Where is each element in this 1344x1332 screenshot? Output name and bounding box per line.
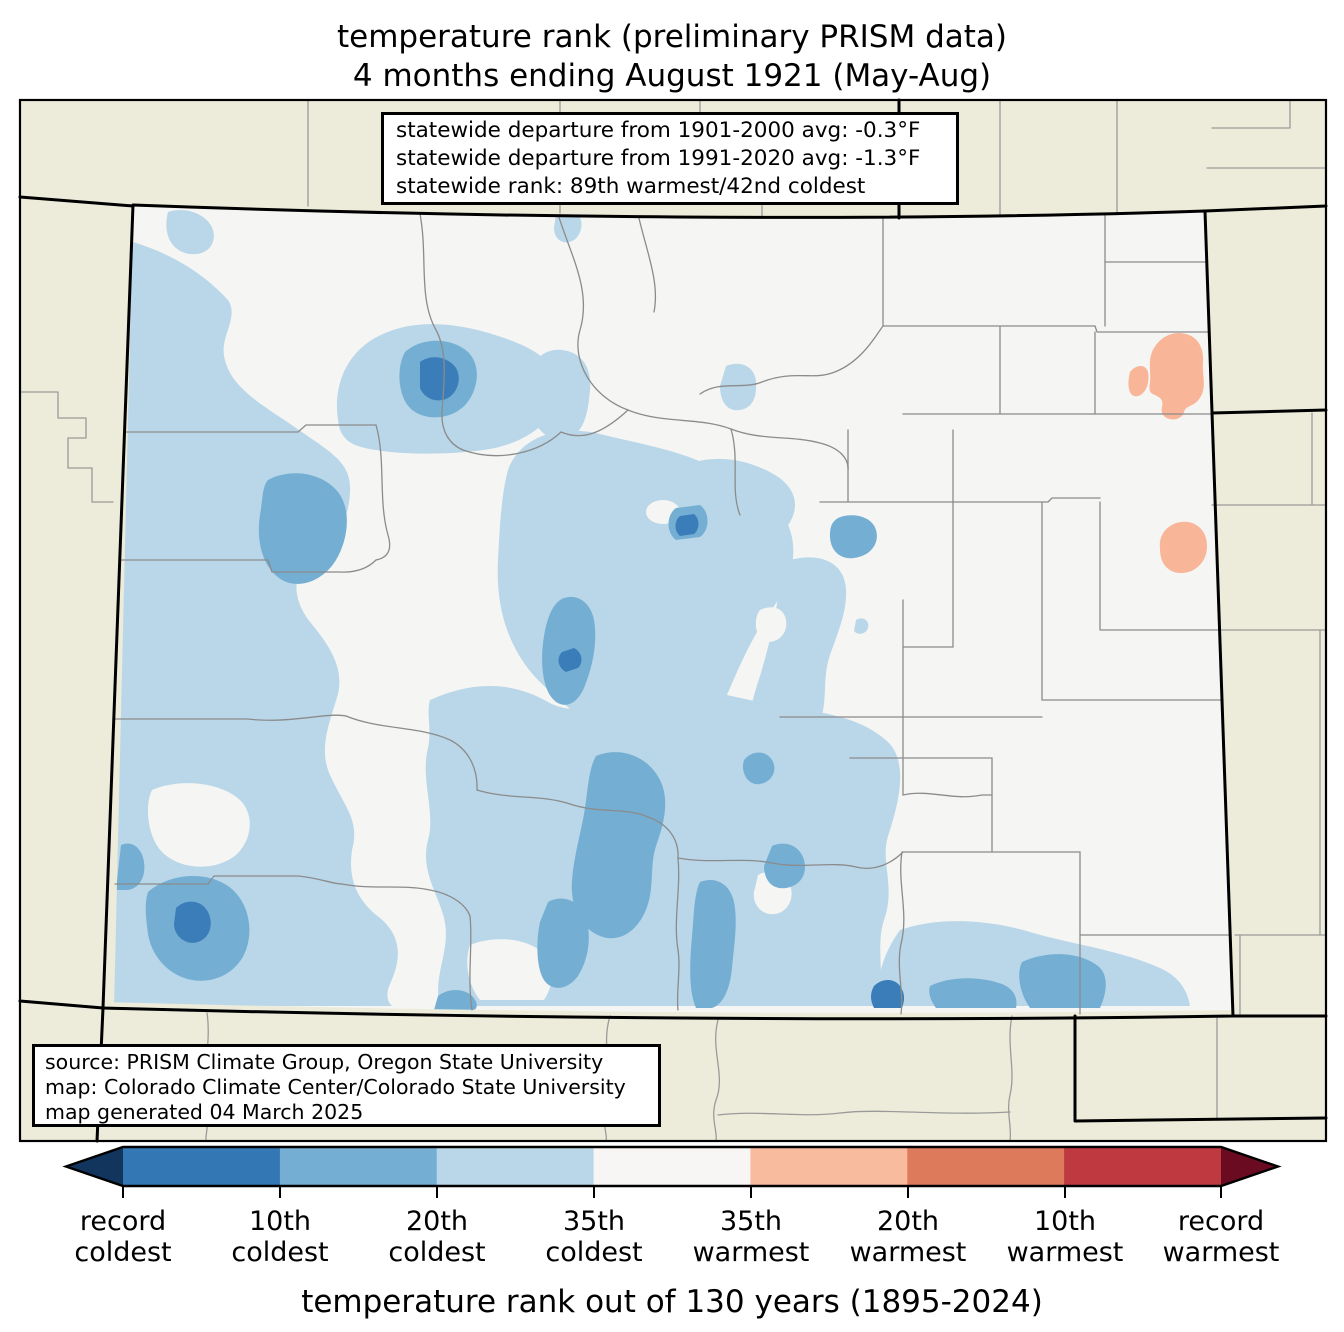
map-frame bbox=[18, 98, 1328, 1143]
colorbar-seg-3 bbox=[436, 1147, 595, 1186]
colorbar-seg-2 bbox=[279, 1147, 438, 1186]
colorbar-seg-5 bbox=[750, 1147, 908, 1186]
contour-fill-layer bbox=[103, 210, 1233, 1019]
statewide-stats-box: statewide departure from 1901-2000 avg: … bbox=[381, 112, 959, 205]
colorbar-caption: temperature rank out of 130 years (1895-… bbox=[301, 1284, 1043, 1320]
legend-label: coldest bbox=[545, 1237, 642, 1268]
legend-label: record bbox=[80, 1206, 166, 1237]
border-utah-wyoming bbox=[18, 195, 135, 208]
legend-label: warmest bbox=[1007, 1237, 1124, 1268]
border-colorado bbox=[101, 203, 1235, 1021]
colorbar-seg-1 bbox=[123, 1147, 281, 1186]
colorbar-seg-6 bbox=[907, 1147, 1065, 1186]
colorbar-arrow-cold bbox=[66, 1147, 123, 1186]
contour-salmon bbox=[1128, 332, 1208, 574]
colorbar: record coldest 10th coldest 20th coldest… bbox=[62, 1145, 1282, 1268]
map-panel bbox=[18, 98, 1328, 1143]
source-line-1: source: PRISM Climate Group, Oregon Stat… bbox=[45, 1050, 604, 1074]
legend-label: 20th bbox=[877, 1206, 939, 1237]
county-lines-colorado bbox=[111, 213, 1233, 1015]
border-oklahoma-panhandle bbox=[1073, 1014, 1328, 1123]
legend-label: coldest bbox=[388, 1237, 485, 1268]
legend-label: 35th bbox=[563, 1206, 625, 1237]
stats-line-1: statewide departure from 1901-2000 avg: … bbox=[396, 118, 921, 143]
title-line-2: 4 months ending August 1921 (May-Aug) bbox=[352, 58, 992, 94]
legend-label: coldest bbox=[231, 1237, 328, 1268]
border-nebraska-extension bbox=[1203, 204, 1328, 213]
stats-line-2: statewide departure from 1991-2020 avg: … bbox=[396, 146, 921, 171]
legend-label: record bbox=[1178, 1206, 1264, 1237]
stats-line-3: statewide rank: 89th warmest/42nd coldes… bbox=[396, 174, 866, 199]
border-utah-arizona bbox=[18, 999, 105, 1010]
source-line-3: map generated 04 March 2025 bbox=[45, 1100, 364, 1124]
colorbar-seg-4 bbox=[593, 1147, 751, 1186]
source-line-2: map: Colorado Climate Center/Colorado St… bbox=[45, 1075, 626, 1099]
border-nebraska-kansas bbox=[1210, 408, 1328, 415]
legend-label: coldest bbox=[74, 1237, 171, 1268]
legend-label: 10th bbox=[249, 1206, 311, 1237]
colorbar-labels: record coldest 10th coldest 20th coldest… bbox=[74, 1206, 1279, 1268]
figure-title: temperature rank (preliminary PRISM data… bbox=[0, 18, 1344, 96]
legend-label: warmest bbox=[1163, 1237, 1280, 1268]
legend-label: 35th bbox=[720, 1206, 782, 1237]
colorbar-ticks bbox=[122, 1186, 1222, 1198]
colorbar-arrow-warm bbox=[1221, 1147, 1278, 1186]
source-attribution-box: source: PRISM Climate Group, Oregon Stat… bbox=[32, 1044, 661, 1127]
legend-label: 10th bbox=[1034, 1206, 1096, 1237]
legend-label: warmest bbox=[850, 1237, 967, 1268]
legend-label: 20th bbox=[406, 1206, 468, 1237]
legend-label: warmest bbox=[693, 1237, 810, 1268]
title-line-1: temperature rank (preliminary PRISM data… bbox=[336, 19, 1007, 55]
contour-white-islands bbox=[147, 493, 792, 1000]
contour-dark-blue bbox=[174, 357, 905, 1008]
county-lines-neighbors bbox=[19, 99, 1327, 1142]
colorbar-seg-7 bbox=[1064, 1147, 1221, 1186]
